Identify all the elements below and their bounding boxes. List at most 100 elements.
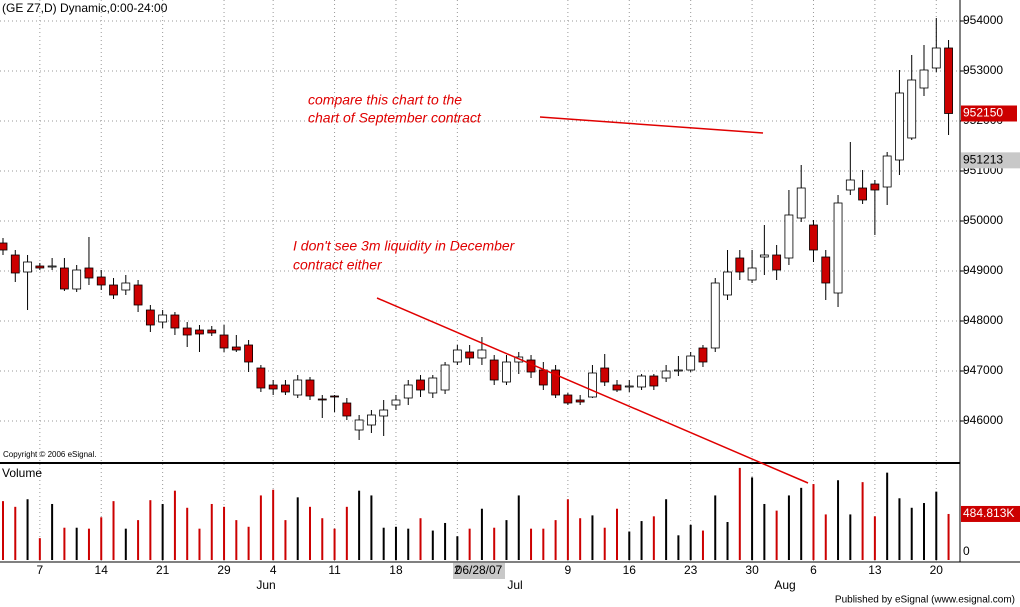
candle-body (96, 276, 106, 286)
volume-bar (468, 528, 471, 560)
candle-body (784, 214, 794, 259)
volume-bar (296, 497, 299, 560)
volume-bar (898, 498, 901, 560)
candle-body (600, 367, 610, 383)
x-tick-label: 14 (95, 563, 109, 577)
volume-bar (701, 530, 704, 560)
volume-bar (751, 477, 754, 560)
volume-bar (394, 526, 397, 560)
candle-body (551, 369, 560, 396)
x-tick-label: 18 (389, 563, 403, 577)
candle-body (919, 69, 929, 89)
last-price-box (961, 105, 1017, 122)
candle-body (0, 242, 8, 251)
candle-body (698, 347, 708, 363)
marker-price-label: 951213 (963, 153, 1003, 167)
candle-body (403, 384, 413, 399)
volume-bar (38, 538, 41, 560)
volume-bar (309, 506, 311, 560)
month-label: Jul (507, 578, 522, 592)
x-tick-label: 11 (328, 563, 341, 577)
candle-body (502, 361, 511, 383)
candle-body (330, 395, 339, 398)
volume-bar (358, 490, 361, 560)
candle-body (858, 187, 867, 201)
candle-body (674, 369, 683, 372)
volume-bar (775, 510, 778, 560)
candle-body (428, 377, 438, 394)
candle-body (759, 254, 769, 258)
candle-body (170, 314, 180, 329)
candle-body (624, 385, 634, 388)
x-tick-label: 21 (156, 563, 170, 577)
copyright: Copyright © 2006 eSignal. (3, 450, 97, 459)
candle-body (10, 254, 20, 274)
y-tick-label: 948000 (963, 313, 1003, 327)
volume-bar (198, 528, 201, 560)
volume-bar (935, 491, 938, 560)
candle-body (538, 369, 548, 386)
volume-bar (235, 520, 238, 560)
cursor-date: 06/28/07 (456, 563, 503, 577)
x-tick-label: 2 (454, 563, 461, 577)
candle-body (833, 202, 843, 294)
candle-body (477, 349, 487, 359)
candle-body (563, 394, 573, 404)
volume-bar (431, 530, 434, 560)
candle-body (882, 155, 892, 188)
annotation: I don't see 3m liquidity in December (293, 238, 516, 254)
cursor-box (453, 563, 505, 579)
candle-body (845, 179, 855, 191)
volume-bar (861, 482, 864, 560)
y-tick-label: 949000 (963, 263, 1003, 277)
candle-body (686, 355, 696, 371)
y-tick-label: 954000 (963, 13, 1003, 27)
volume-bar (124, 528, 127, 560)
candle-body (821, 256, 831, 284)
x-tick-label: 9 (565, 563, 572, 577)
volume-bar (837, 480, 840, 560)
candle-body (723, 271, 732, 296)
volume-bar (665, 499, 668, 560)
x-tick-label: 30 (745, 563, 759, 577)
volume-bar (566, 499, 569, 560)
month-label: Aug (774, 578, 795, 592)
candle-body (342, 402, 352, 417)
candle-body (391, 399, 401, 406)
candle-body (661, 370, 671, 379)
candle-body (244, 344, 254, 363)
volume-bar (677, 535, 680, 560)
volume-bar (247, 526, 250, 560)
candle-body (219, 334, 229, 349)
volume-bar (186, 507, 189, 560)
marks (0, 18, 953, 560)
candle-body (379, 409, 389, 417)
candle-body (796, 187, 806, 219)
candle-body (735, 257, 745, 273)
candle-body (649, 375, 659, 387)
volume-bar (14, 506, 17, 560)
footer: Published by eSignal (www.esignal.com) (835, 595, 1015, 606)
volume-bar (947, 513, 950, 560)
candle-body (256, 367, 266, 389)
volume-bar (640, 521, 643, 560)
volume-bar (173, 490, 176, 560)
candle-body (637, 375, 646, 388)
candle-body (47, 265, 57, 268)
volume-bar (137, 520, 140, 560)
volume-bar (210, 503, 213, 560)
candle-body (84, 267, 94, 279)
volume-bar (812, 484, 815, 560)
candle-body (440, 364, 450, 391)
volume-bar (591, 515, 594, 560)
volume-bar (382, 527, 385, 560)
volume-bar (100, 517, 103, 560)
volume-bar (370, 495, 373, 560)
volume-bar (149, 500, 152, 560)
last-price-label: 952150 (963, 106, 1003, 120)
y-tick-label: 946000 (963, 413, 1003, 427)
candle-body (489, 359, 499, 381)
candle-body (195, 329, 204, 335)
